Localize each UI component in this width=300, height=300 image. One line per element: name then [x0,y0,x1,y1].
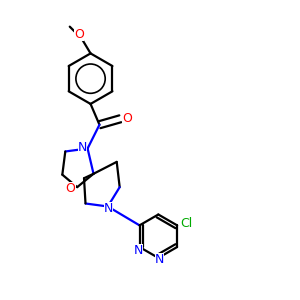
Text: N: N [104,202,113,215]
Text: N: N [155,253,164,266]
Text: O: O [66,182,76,195]
Text: O: O [74,28,84,40]
Text: O: O [122,112,132,125]
Text: N: N [134,244,143,257]
Text: Cl: Cl [181,218,193,230]
Text: N: N [77,140,87,154]
